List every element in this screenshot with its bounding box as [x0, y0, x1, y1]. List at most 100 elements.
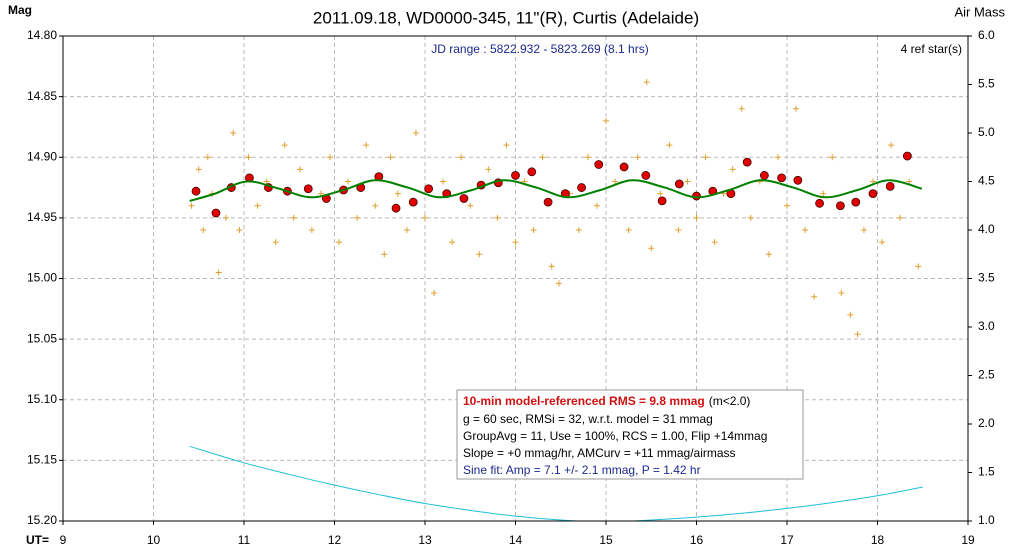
plus-marker [793, 105, 800, 112]
stats-headline-note: (m<2.0) [709, 394, 751, 408]
plus-marker [297, 166, 304, 173]
dot-marker [511, 171, 520, 180]
plus-marker [897, 214, 904, 221]
stats-headline-row: 10-min model-referenced RMS = 9.8 mmag (m… [463, 394, 750, 408]
dot-marker [902, 151, 912, 161]
y2-axis-label: Air Mass [954, 4, 1005, 19]
y2-tick-label: 2.0 [978, 416, 995, 430]
plus-marker [612, 178, 619, 185]
dot-marker [527, 167, 537, 177]
plus-marker [765, 251, 772, 258]
plus-marker [548, 263, 555, 270]
plus-marker [648, 245, 655, 252]
y2-tick-label: 3.0 [978, 319, 995, 333]
dot-marker [424, 184, 434, 194]
dot-marker [619, 162, 629, 172]
plus-marker [215, 269, 222, 276]
plus-marker [860, 227, 867, 233]
dot-marker [742, 157, 752, 167]
plus-marker [195, 166, 202, 173]
plus-marker [449, 239, 456, 246]
plus-marker [467, 202, 474, 209]
plus-marker [657, 190, 664, 197]
plus-marker [847, 311, 854, 318]
plus-marker [888, 142, 895, 149]
plus-marker [625, 227, 632, 233]
dot-marker [851, 197, 861, 207]
plus-marker [336, 239, 343, 246]
y2-tick-label: 4.0 [978, 222, 995, 236]
dot-marker [459, 194, 469, 203]
y2-tick-label: 2.5 [978, 368, 995, 382]
dot-marker [191, 186, 201, 196]
x-tick-label: 9 [60, 533, 67, 547]
plus-marker [230, 130, 237, 136]
plus-marker [915, 263, 922, 270]
y-tick-label: 15.20 [27, 513, 57, 527]
y-axis-label: Mag [8, 3, 32, 17]
plus-marker [738, 105, 745, 112]
plus-marker [431, 290, 438, 297]
stats-box: 10-min model-referenced RMS = 9.8 mmag (m… [456, 389, 804, 480]
dot-marker [885, 181, 895, 191]
jd-range: JD range : 5822.932 - 5823.269 (8.1 hrs) [431, 42, 648, 56]
plus-marker [345, 178, 352, 185]
y2-tick-label: 5.5 [978, 77, 995, 91]
plus-marker [666, 142, 673, 149]
dot-marker [835, 201, 845, 211]
dot-marker [815, 198, 824, 208]
dot-marker [303, 184, 313, 194]
plus-marker [363, 142, 370, 149]
dot-marker [641, 171, 651, 180]
x-tick-label: 15 [599, 533, 613, 547]
y2-tick-label: 3.5 [978, 271, 995, 285]
plus-marker [458, 154, 465, 161]
plus-marker [326, 154, 333, 161]
y-tick-label: 14.80 [27, 28, 57, 42]
x-tick-label: 14 [509, 533, 523, 547]
dot-marker [674, 179, 684, 189]
chart-title: 2011.09.18, WD0000-345, 11"(R), Curtis (… [313, 8, 699, 27]
stats-line: g = 60 sec, RMSi = 32, w.r.t. model = 31… [463, 412, 713, 426]
plus-marker [854, 331, 861, 338]
x-tick-label: 10 [147, 533, 161, 547]
plus-marker [272, 239, 279, 246]
y2-tick-label: 1.5 [978, 465, 995, 479]
plus-marker [387, 154, 394, 161]
plus-marker [555, 280, 562, 287]
x-tick-label: 17 [780, 533, 794, 547]
plus-marker [684, 178, 691, 185]
y2-tick-label: 6.0 [978, 28, 995, 42]
plus-marker [394, 190, 401, 197]
stats-box-frame [456, 389, 804, 480]
y-tick-label: 15.05 [27, 331, 57, 345]
plus-marker [530, 227, 537, 233]
series-line [189, 179, 923, 202]
plus-marker [747, 214, 754, 221]
plus-marker [204, 154, 211, 161]
x-tick-label: 19 [961, 533, 975, 547]
plus-marker [774, 154, 781, 161]
plus-marker [820, 190, 827, 197]
x-tick-label: 18 [871, 533, 885, 547]
y-tick-label: 14.95 [27, 210, 57, 224]
y-tick-label: 14.90 [27, 149, 57, 163]
x-tick-label: 16 [690, 533, 704, 547]
y-tick-label: 15.10 [27, 392, 57, 406]
dot-marker [594, 160, 604, 169]
plus-marker [575, 227, 582, 233]
stats-headline: 10-min model-referenced RMS = 9.8 mmag [463, 394, 705, 408]
plus-marker [693, 214, 700, 221]
series-line [189, 445, 923, 521]
dot-marker [777, 173, 786, 183]
ref-stars: 4 ref star(s) [901, 42, 962, 56]
dot-marker [793, 175, 803, 185]
plus-marker [802, 227, 809, 233]
plus-marker [263, 178, 270, 185]
dot-marker [408, 197, 418, 207]
dot-marker [543, 197, 553, 207]
plus-marker [440, 178, 447, 185]
plus-marker [539, 154, 546, 161]
plus-marker [245, 154, 252, 161]
